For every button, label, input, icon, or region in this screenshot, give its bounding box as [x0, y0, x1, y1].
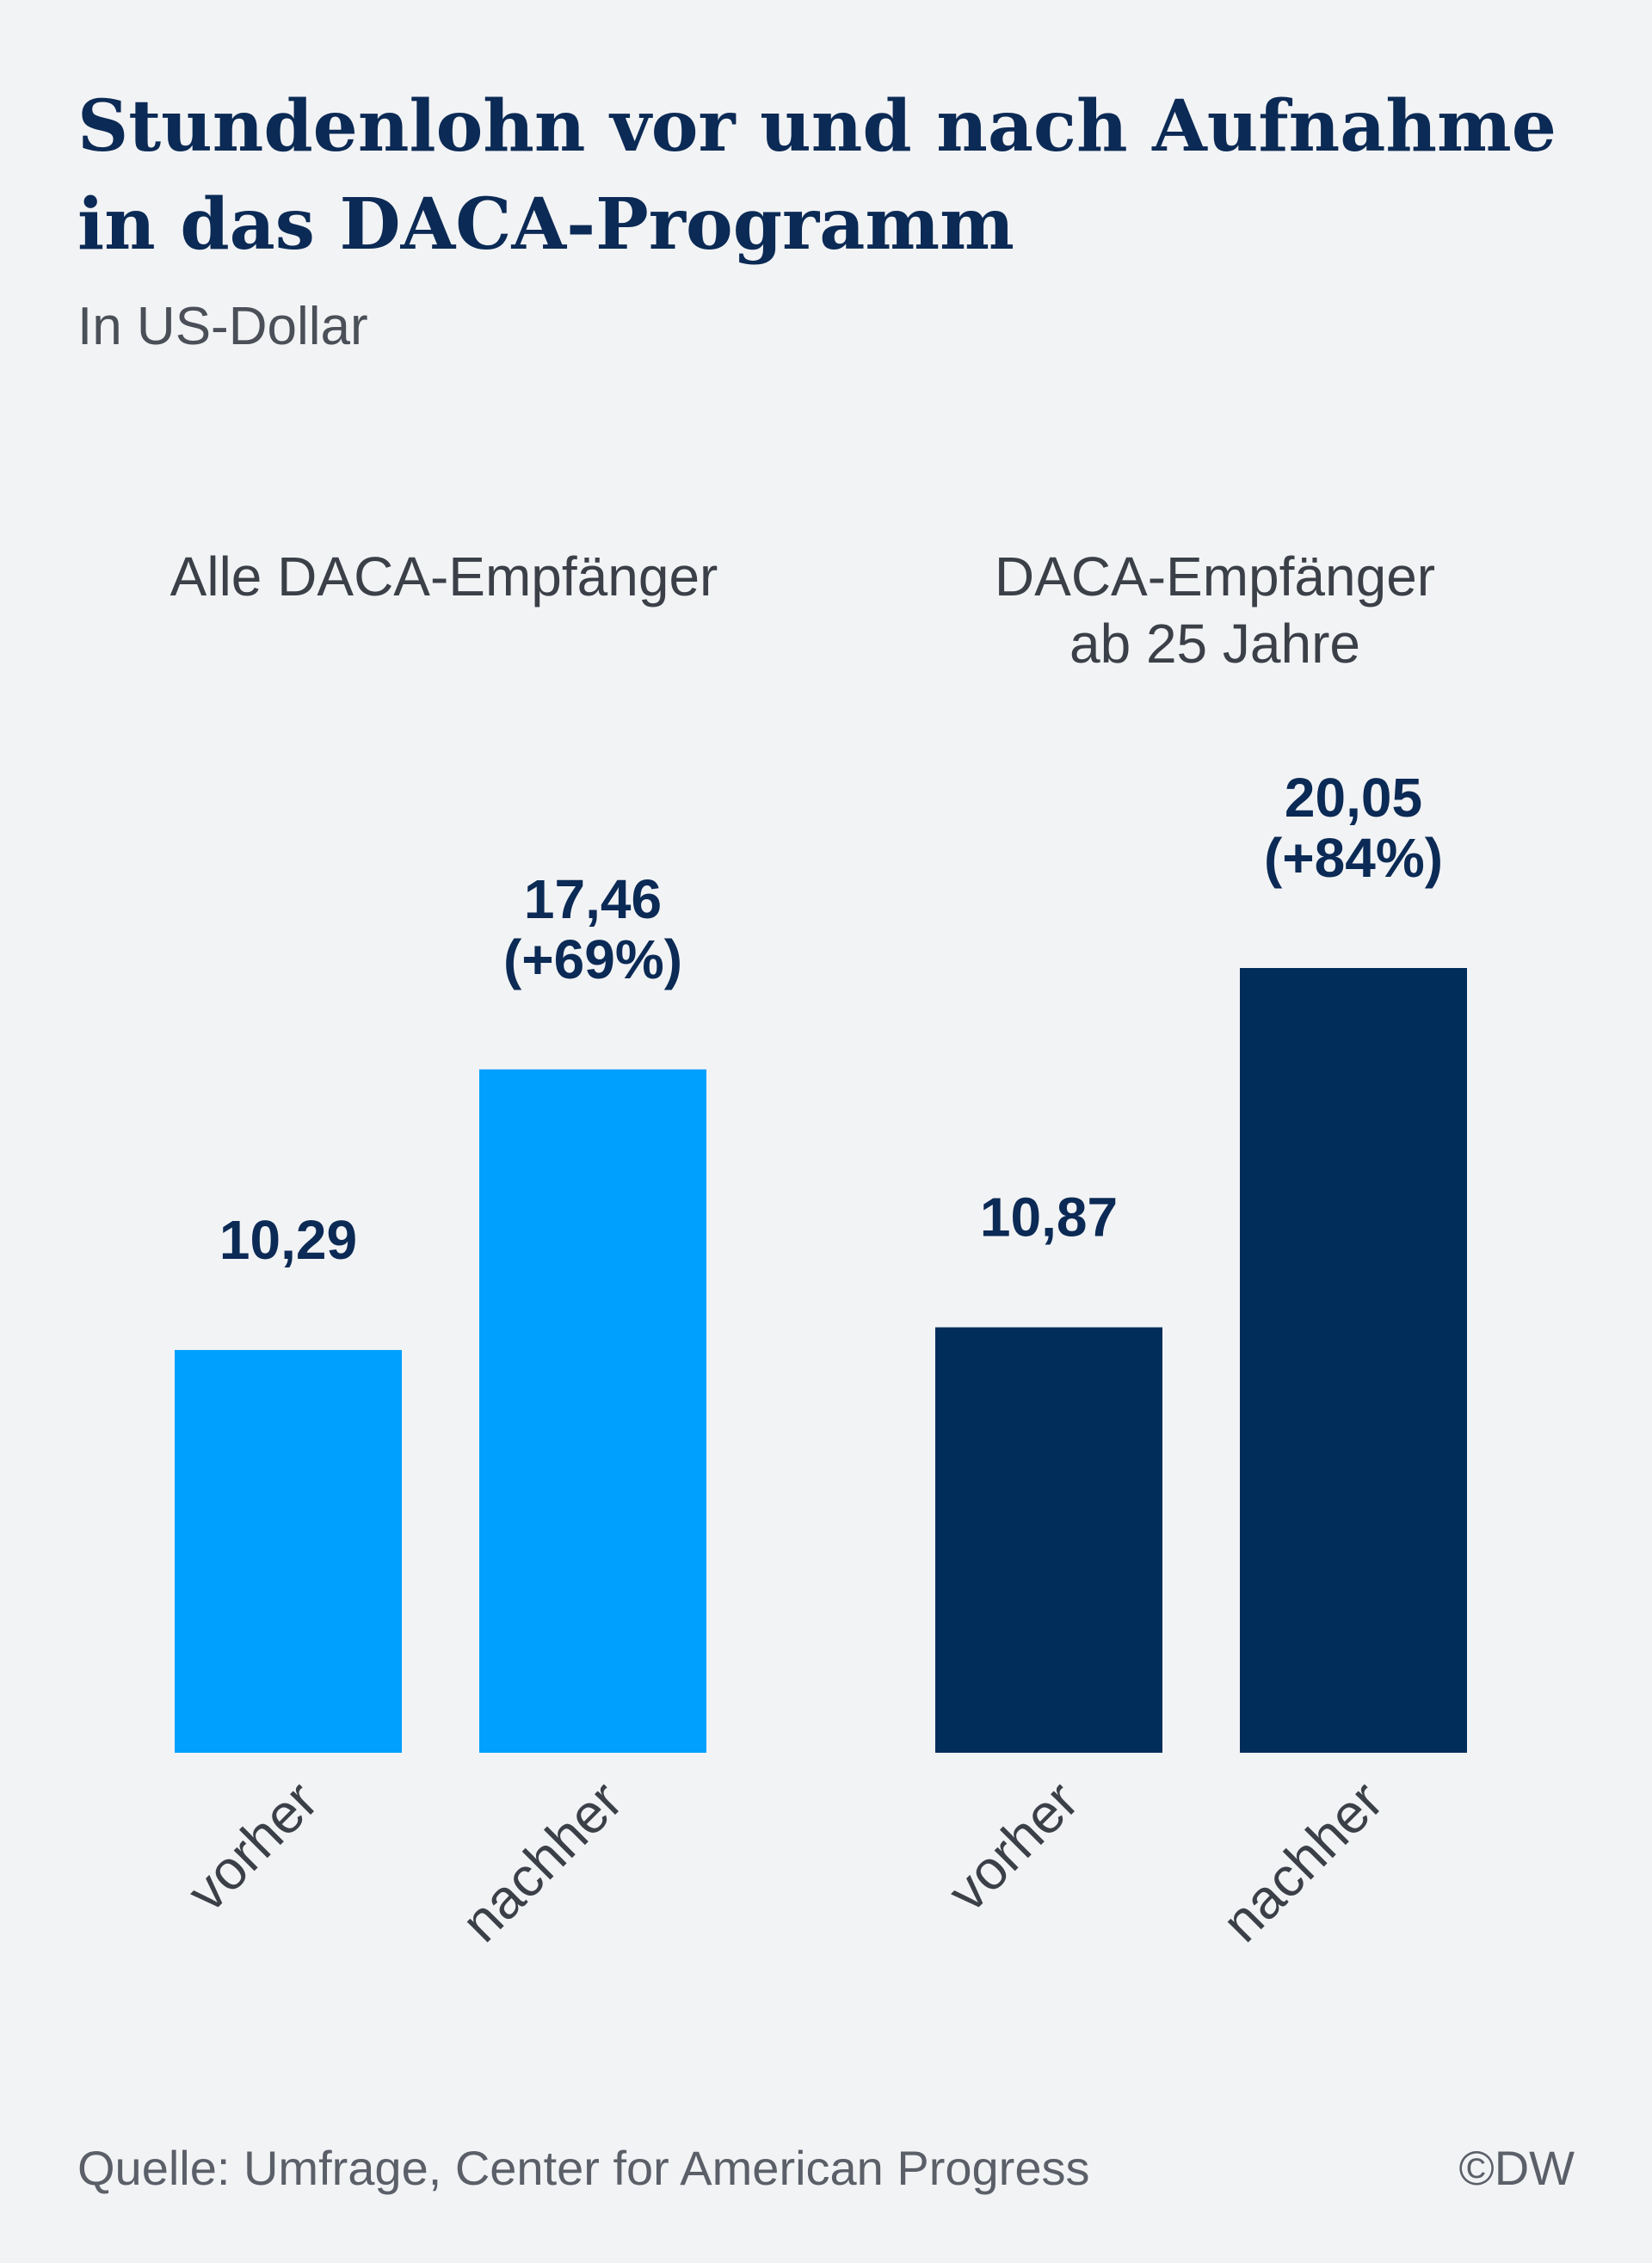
bar-vorher [175, 1349, 402, 1753]
bar-nachher [1240, 968, 1467, 1753]
bar-nachher [479, 1069, 706, 1753]
bar-chart: Alle DACA-Empfänger 10,29 vorher 17,46 (+69%… [170, 546, 1467, 1953]
chart-title-line-2: in das DACA-Programm [77, 183, 1014, 266]
x-tick-label: nachher [1210, 1769, 1394, 1953]
data-label: 20,05 (+84%) [1264, 767, 1443, 889]
group-label-line: Alle DACA-Empfänger [170, 546, 718, 607]
x-tick-label: vorher [176, 1769, 330, 1923]
chart-title-line-1: Stundenlohn vor und nach Aufnahme [77, 85, 1556, 168]
data-label-line: 10,29 [219, 1209, 357, 1271]
data-label-line: 17,46 [524, 868, 662, 930]
x-tick-label: vorher [936, 1769, 1090, 1923]
group-label-line: ab 25 Jahre [1069, 613, 1360, 675]
copyright-credit: ©DW [1458, 2141, 1575, 2195]
source-note: Quelle: Umfrage, Center for American Pro… [77, 2141, 1090, 2195]
chart-title: Stundenlohn vor und nach Aufnahme in das… [77, 77, 1592, 274]
data-label: 17,46 (+69%) [503, 868, 682, 990]
data-label-line: (+69%) [503, 928, 682, 990]
group-label-line: DACA-Empfänger [995, 546, 1435, 607]
bar-vorher [935, 1327, 1162, 1753]
group-label: Alle DACA-Empfänger [170, 546, 718, 607]
data-label-line: 20,05 [1285, 767, 1422, 829]
group-label: DACA-Empfänger ab 25 Jahre [995, 546, 1435, 675]
x-tick-label: nachher [449, 1769, 633, 1953]
data-label-line: (+84%) [1264, 827, 1443, 889]
chart-subtitle: In US-Dollar [77, 297, 368, 356]
data-label: 10,29 [219, 1209, 357, 1271]
data-label-line: 10,87 [980, 1187, 1118, 1249]
data-label: 10,87 [980, 1187, 1118, 1249]
